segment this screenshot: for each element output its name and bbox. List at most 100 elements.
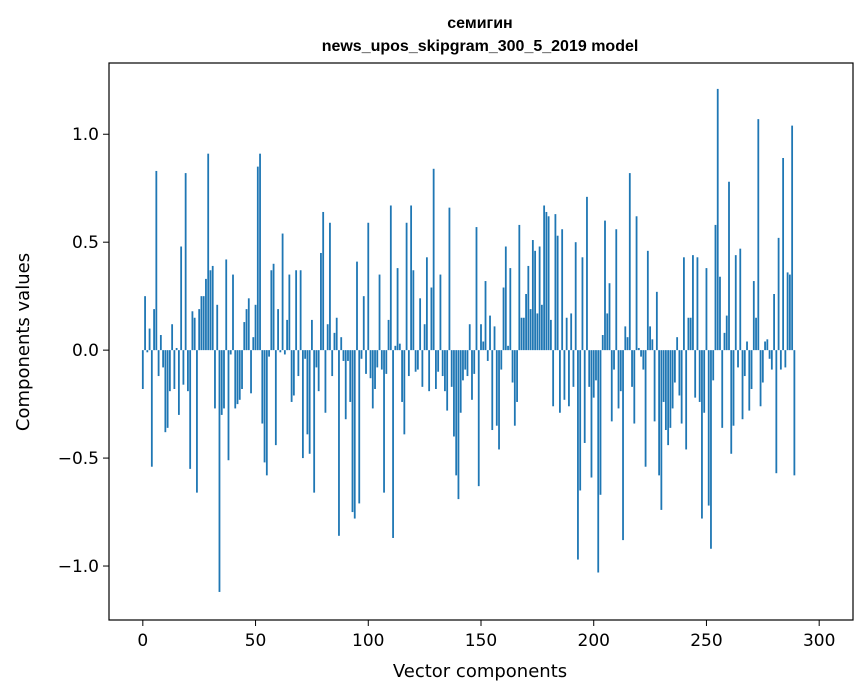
bar (669, 350, 672, 428)
bar (662, 350, 665, 402)
bar (374, 350, 376, 389)
bar (141, 350, 144, 389)
bar (642, 350, 645, 370)
bar (768, 350, 771, 359)
bar (633, 350, 636, 424)
bar (599, 350, 602, 495)
bar (793, 350, 796, 476)
bar (572, 350, 575, 387)
bar (367, 222, 370, 351)
bar (590, 350, 593, 478)
bar (502, 287, 505, 351)
bar (464, 350, 467, 370)
bar (660, 350, 663, 510)
bar (279, 350, 282, 353)
bar (545, 211, 548, 351)
bar (259, 153, 261, 351)
bar (701, 350, 703, 519)
bar (306, 350, 309, 435)
bar (292, 350, 295, 396)
bar (556, 235, 559, 351)
bar (281, 233, 284, 351)
bar (164, 350, 167, 433)
x-tick-label: 250 (690, 631, 722, 651)
bar (389, 205, 392, 351)
bar (320, 252, 322, 351)
bar (250, 350, 252, 394)
y-axis: 1.0 0.5 0.0 −0.5 −1.0 (58, 125, 109, 577)
bar (317, 350, 320, 392)
bar (509, 268, 512, 351)
bar (166, 350, 169, 428)
bar (322, 211, 325, 351)
bar (150, 350, 153, 467)
bars-group (141, 88, 796, 592)
bar (583, 350, 586, 443)
bar (692, 255, 694, 351)
bar (229, 350, 232, 355)
bar (775, 350, 778, 474)
bar (211, 265, 214, 351)
bar (349, 350, 352, 402)
bar (189, 350, 192, 469)
bar (552, 350, 555, 407)
bar (513, 350, 516, 426)
bar (748, 350, 751, 411)
bar (376, 350, 379, 368)
bar (301, 350, 304, 459)
bar (378, 274, 381, 351)
bar (432, 168, 435, 351)
bar (516, 350, 518, 402)
bar (288, 274, 291, 351)
bar (574, 242, 577, 351)
bar (586, 196, 588, 351)
bar (344, 350, 347, 420)
bar (313, 350, 316, 493)
bar (252, 337, 255, 351)
bar (779, 350, 782, 370)
bar (171, 324, 174, 351)
bar (531, 240, 534, 351)
bar (617, 350, 620, 409)
bar (227, 350, 230, 461)
bar (757, 119, 760, 351)
bar (712, 350, 715, 381)
bar (209, 270, 212, 351)
bar (193, 317, 196, 351)
bar (477, 350, 480, 487)
bar (782, 157, 785, 351)
bar (462, 350, 464, 381)
bar (392, 350, 394, 538)
bar (581, 257, 584, 351)
bar (493, 326, 496, 351)
bar (671, 350, 674, 409)
bar (475, 227, 478, 351)
bar (428, 350, 431, 392)
bar (437, 350, 440, 372)
bar (155, 170, 158, 351)
bar (752, 281, 755, 351)
bar (218, 350, 221, 592)
bar (446, 350, 449, 411)
bar (146, 350, 149, 353)
bar (563, 350, 566, 400)
bar (274, 350, 277, 446)
bar (383, 350, 385, 493)
bar (791, 125, 794, 351)
bar (187, 350, 189, 392)
bar (419, 298, 422, 351)
bar (547, 216, 550, 351)
bar (714, 224, 717, 351)
bar (268, 350, 270, 357)
bar (613, 350, 615, 370)
bar (362, 296, 365, 351)
bar (741, 350, 744, 420)
bar (272, 263, 275, 351)
bar (175, 347, 178, 351)
bar (728, 181, 730, 351)
bar (401, 350, 403, 402)
bar (495, 350, 498, 426)
bar (498, 350, 500, 450)
bar (658, 350, 661, 476)
